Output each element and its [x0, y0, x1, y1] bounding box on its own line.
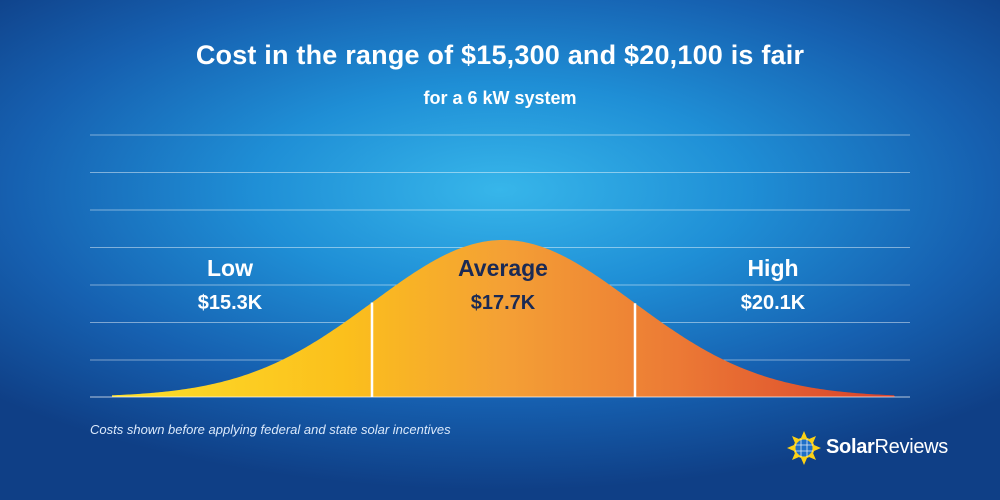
footnote: Costs shown before applying federal and … — [90, 422, 451, 437]
sun-globe-icon — [787, 431, 821, 465]
logo-text: SolarReviews — [826, 436, 949, 458]
solarreviews-logo[interactable]: SolarReviews — [786, 430, 966, 466]
bell-curve-area — [112, 240, 895, 397]
segment-label-low: Low — [207, 255, 253, 281]
segment-label-average: Average — [458, 255, 548, 281]
segment-label-high: High — [747, 255, 798, 281]
chart-title: Cost in the range of $15,300 and $20,100… — [195, 40, 805, 70]
chart-subtitle: for a 6 kW system — [423, 88, 577, 108]
segment-value-average: $17.7K — [471, 292, 536, 314]
segment-value-high: $20.1K — [741, 292, 806, 314]
segment-value-low: $15.3K — [198, 292, 263, 314]
